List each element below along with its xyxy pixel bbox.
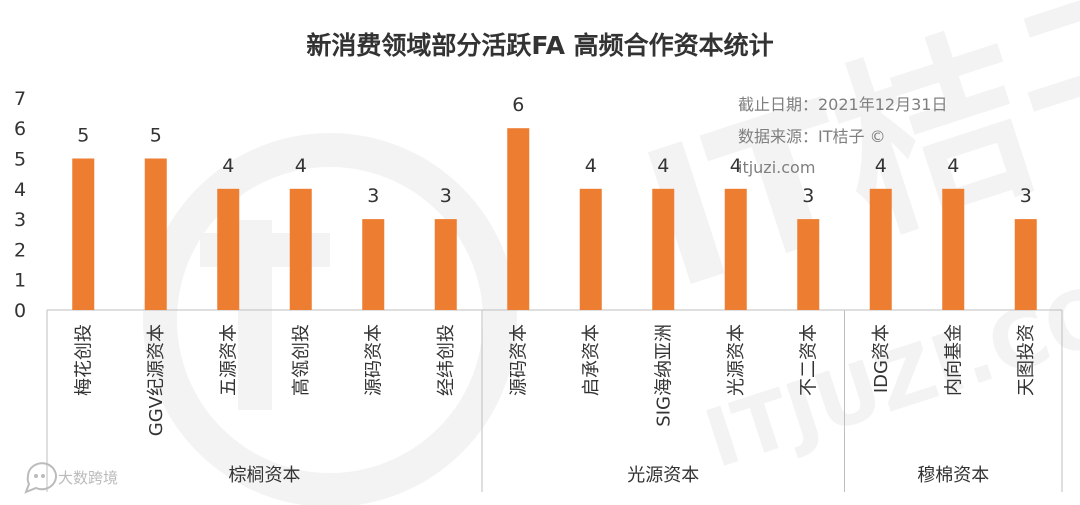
bar [869, 188, 892, 310]
chat-bubble-icon [24, 462, 57, 494]
y-tick-label: 1 [14, 270, 26, 292]
bar-value-label: 6 [512, 94, 524, 116]
category-label: 天图投资 [1016, 324, 1037, 396]
category-label: 梅花创投 [73, 324, 94, 396]
category-label: 内向基金 [943, 324, 964, 396]
cutoff-date-note: 截止日期：2021年12月31日 [738, 95, 947, 114]
dashujingjing-watermark: 大数跨境 [24, 462, 118, 494]
bar [652, 188, 675, 310]
data-labels: 5 5 4 4 3 3 6 4 4 4 3 4 4 3 [77, 94, 1032, 207]
bar-value-label: 4 [222, 155, 234, 177]
group-label: 光源资本 [627, 465, 699, 486]
y-tick-label: 4 [14, 179, 26, 201]
y-tick-label: 5 [14, 149, 26, 171]
bar [434, 219, 457, 310]
bar-value-label: 4 [295, 155, 307, 177]
category-label: 经纬创投 [436, 324, 457, 396]
bar [724, 188, 747, 310]
category-label: 光源资本 [726, 324, 747, 396]
bar [579, 188, 602, 310]
y-tick-label: 0 [14, 300, 26, 322]
category-label: 高瓴创投 [291, 324, 312, 396]
bar [1014, 219, 1037, 310]
group-label: 棕榈资本 [229, 465, 301, 486]
bar-value-label: 3 [367, 185, 379, 207]
category-label: 启承资本 [581, 324, 602, 396]
bar-value-label: 4 [875, 155, 887, 177]
bar-value-label: 4 [585, 155, 597, 177]
bar [942, 188, 965, 310]
source-notes: 截止日期：2021年12月31日 数据来源：IT桔子 © itjuzi.com [738, 95, 947, 177]
website-note: itjuzi.com [738, 158, 815, 177]
bar [144, 158, 167, 310]
bar-value-label: 3 [440, 185, 452, 207]
bar [217, 188, 240, 310]
bar [507, 128, 530, 310]
bar [362, 219, 385, 310]
data-source-note: 数据来源：IT桔子 © [738, 127, 886, 146]
category-label: 源码资本 [363, 324, 384, 396]
group-labels: 棕榈资本 光源资本 穆棉资本 [229, 465, 990, 486]
bar-series [72, 128, 1037, 310]
y-tick-label: 2 [14, 239, 26, 261]
y-tick-label: 3 [14, 209, 26, 231]
bar-value-label: 3 [802, 185, 814, 207]
y-tick-label: 7 [14, 88, 26, 110]
category-label: 不二资本 [798, 324, 819, 396]
y-tick-label: 6 [14, 118, 26, 140]
category-label: 五源资本 [218, 324, 239, 396]
bar-value-label: 5 [150, 125, 162, 147]
watermark-text: 大数跨境 [58, 469, 118, 487]
category-label: GGV纪源资本 [146, 324, 167, 436]
category-label: IDG资本 [871, 324, 892, 393]
bar [797, 219, 820, 310]
bar-value-label: 5 [77, 125, 89, 147]
category-label: 源码资本 [508, 324, 529, 396]
bar-value-label: 3 [1020, 185, 1032, 207]
group-label: 穆棉资本 [917, 465, 989, 486]
category-label: SIG海纳亚洲 [653, 324, 674, 427]
bar-value-label: 4 [947, 155, 959, 177]
chart-title: 新消费领域部分活跃FA 高频合作资本统计 [306, 31, 773, 60]
bar [289, 188, 312, 310]
bar-value-label: 4 [730, 155, 742, 177]
bar [72, 158, 95, 310]
bar-value-label: 4 [657, 155, 669, 177]
category-labels: 梅花创投 GGV纪源资本 五源资本 高瓴创投 源码资本 经纬创投 源码资本 启承资本 SIG海纳… [73, 324, 1037, 436]
axes-frame [46, 309, 1063, 492]
y-axis: 0 1 2 3 4 5 6 7 [14, 88, 26, 322]
